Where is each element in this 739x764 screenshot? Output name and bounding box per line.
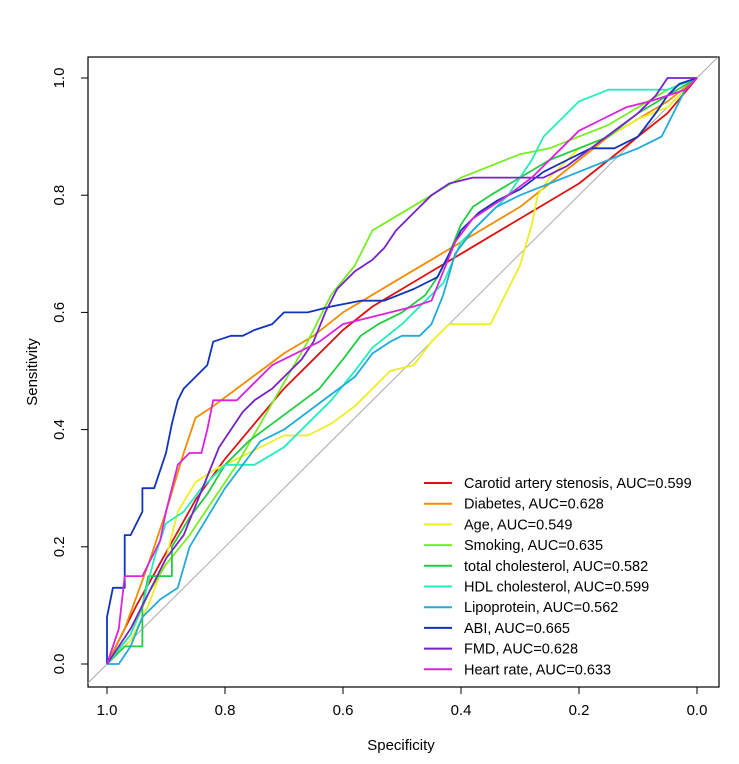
series-line-4 (106, 77, 698, 665)
legend: Carotid artery stenosis, AUC=0.599 Diabet… (424, 476, 692, 678)
legend-label: Carotid artery stenosis, AUC=0.599 (464, 476, 692, 492)
y-tick-label: 0.8 (51, 185, 68, 206)
series-line-9 (106, 77, 697, 665)
series-line-7 (107, 77, 698, 665)
x-tick-label: 0.4 (451, 702, 472, 719)
y-tick-label: 0.0 (51, 654, 68, 675)
legend-label: total cholesterol, AUC=0.582 (464, 559, 648, 575)
y-tick-label: 1.0 (51, 68, 68, 89)
legend-label: Diabetes, AUC=0.628 (464, 497, 604, 513)
x-tick-label: 0.2 (569, 702, 590, 719)
legend-label: HDL cholesterol, AUC=0.599 (464, 580, 649, 596)
legend-label: Smoking, AUC=0.635 (464, 538, 603, 554)
series-layer (106, 77, 698, 665)
y-tick-label: 0.6 (51, 302, 68, 323)
y-axis-title: Sensitivity (24, 338, 41, 406)
x-axis-title: Specificity (367, 737, 435, 754)
x-tick-label: 1.0 (97, 702, 118, 719)
series-line-6 (106, 77, 698, 665)
axes: 1.0 0.8 0.6 0.4 0.2 0.0 0.0 0.2 0.4 0.6 0.8 1.0 (51, 68, 707, 719)
reference-diagonal-line (87, 56, 719, 684)
legend-label: ABI, AUC=0.665 (464, 621, 570, 637)
legend-label: FMD, AUC=0.628 (464, 642, 578, 658)
x-tick-label: 0.0 (687, 702, 708, 719)
series-line-10 (106, 77, 698, 665)
x-tick-label: 0.6 (333, 702, 354, 719)
legend-label: Heart rate, AUC=0.633 (464, 662, 611, 678)
x-tick-label: 0.8 (215, 702, 236, 719)
legend-label: Lipoprotein, AUC=0.562 (464, 600, 618, 616)
series-line-8 (106, 77, 698, 664)
y-tick-label: 0.4 (51, 419, 68, 440)
legend-label: Age, AUC=0.549 (464, 517, 572, 533)
series-line-1 (106, 77, 698, 665)
y-tick-label: 0.2 (51, 536, 68, 557)
